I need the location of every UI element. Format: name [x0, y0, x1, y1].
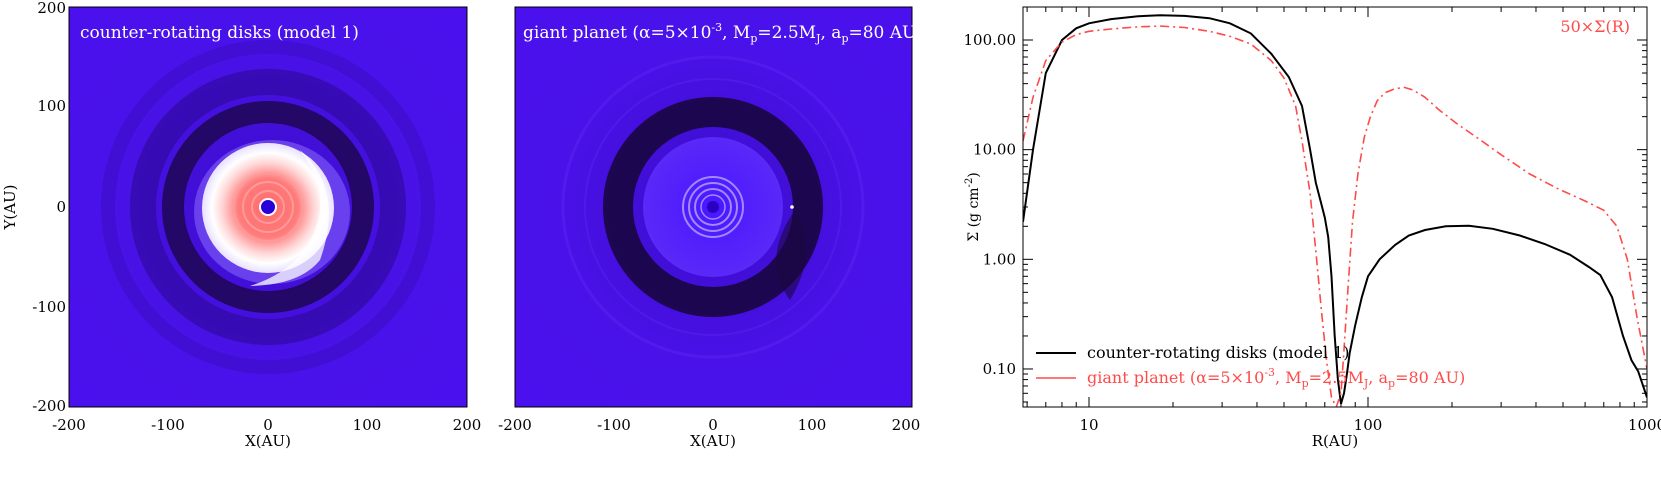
left-central-hole	[260, 199, 276, 215]
right-x-axis-label: R(AU)	[1312, 432, 1358, 450]
legend-label-1: counter-rotating disks (model 1)	[1087, 343, 1350, 362]
left-xtick: 200	[453, 416, 482, 434]
middle-xtick: 200	[892, 416, 921, 434]
left-x-axis-label: X(AU)	[245, 432, 291, 450]
right-annotation: 50×Σ(R)	[1560, 17, 1630, 36]
x-tick-label: 10	[1079, 416, 1098, 434]
left-y-axis-label: Y(AU)	[1, 184, 19, 230]
left-xtick: -100	[151, 416, 185, 434]
planet-marker	[790, 205, 794, 209]
middle-x-axis-label: X(AU)	[690, 432, 736, 450]
left-ytick: 200	[37, 0, 66, 17]
left-panel-label: counter-rotating disks (model 1)	[80, 23, 359, 43]
right-y-axis-label: Σ (g cm-2)	[964, 172, 982, 242]
middle-heatmap	[515, 7, 912, 407]
left-heatmap	[69, 7, 467, 407]
left-ytick: -200	[32, 397, 66, 415]
middle-xtick: -100	[597, 416, 631, 434]
left-panel: counter-rotating disks (model 1) 200 100…	[1, 0, 481, 450]
left-ytick: -100	[32, 298, 66, 316]
y-tick-label: 1.00	[983, 250, 1016, 268]
legend-label-2: giant planet (α=5×10-3, Mp=2.5MJ, ap=80 …	[1087, 366, 1465, 390]
left-xtick: 100	[353, 416, 382, 434]
middle-xtick: -200	[498, 416, 532, 434]
y-tick-label: 100.00	[964, 31, 1017, 49]
left-y-ticks: 200 100 0 -100 -200	[32, 0, 66, 415]
y-tick-label: 0.10	[983, 360, 1016, 378]
left-xtick: -200	[52, 416, 86, 434]
y-tick-label: 10.00	[973, 141, 1016, 159]
left-ytick: 100	[37, 97, 66, 115]
middle-xtick: 100	[798, 416, 827, 434]
middle-panel: giant planet (α=5×10-3, Mp=2.5MJ, ap=80 …	[498, 7, 920, 450]
right-legend: counter-rotating disks (model 1) giant p…	[1036, 343, 1465, 390]
left-ytick: 0	[56, 198, 66, 216]
